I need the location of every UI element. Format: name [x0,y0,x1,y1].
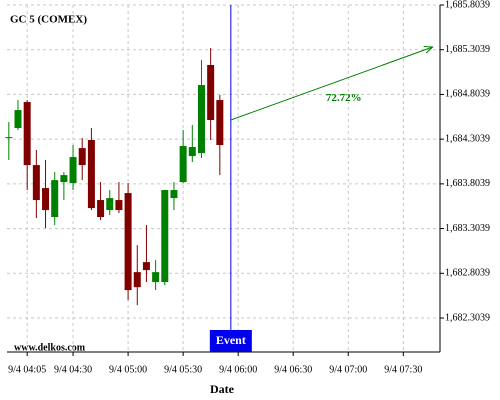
candle-body [78,148,86,166]
candle-body [188,147,196,157]
arrow-head [423,46,434,54]
event-box [209,330,252,352]
candle-body [170,190,178,199]
x-tick-label: 9/4 04:05 [8,364,46,375]
candle-body [42,188,50,211]
candle-body [207,65,215,121]
y-tick-label: 1,683.8039 [445,178,490,189]
candle-body [32,165,40,201]
candle-body [197,85,205,154]
x-tick-label: 9/4 05:00 [109,364,147,375]
candle-body [216,100,224,146]
candle-body [179,146,187,183]
candle-body [152,272,160,283]
x-axis-label: Date [210,382,235,396]
projection-label: 72.72% [326,92,362,104]
x-tick-label: 9/4 07:00 [329,364,367,375]
candle-body [5,137,13,139]
watermark: www.delkos.com [14,342,86,353]
x-tick-label: 9/4 06:00 [219,364,257,375]
candle-body [23,102,31,166]
x-tick-label: 9/4 07:30 [384,364,422,375]
y-tick-label: 1,685.8039 [445,0,490,10]
event-label: Event [216,333,246,347]
candle-body [115,200,123,211]
candle-body [69,157,77,184]
candle-body [133,272,141,288]
candle-body [97,200,105,218]
candle-body [106,198,114,211]
y-tick-label: 1,684.3039 [445,133,490,144]
y-tick-label: 1,683.3039 [445,223,490,234]
x-tick-label: 9/4 04:30 [54,364,92,375]
candle-body [14,110,22,129]
candle-body [51,180,59,218]
candle-body [142,262,150,271]
chart-title: GC 5 (COMEX) [10,14,87,26]
y-tick-label: 1,682.8039 [445,268,490,279]
candle-body [161,190,169,283]
y-tick-label: 1,682.3039 [445,312,490,323]
candle-body [124,193,132,291]
projection-arrow [230,46,433,121]
x-tick-label: 9/4 05:30 [164,364,202,375]
y-tick-label: 1,684.8039 [445,89,490,100]
x-tick-label: 9/4 06:30 [274,364,312,375]
candle-body [87,140,95,209]
candle-body [60,175,68,183]
y-tick-label: 1,685.3039 [445,44,490,55]
